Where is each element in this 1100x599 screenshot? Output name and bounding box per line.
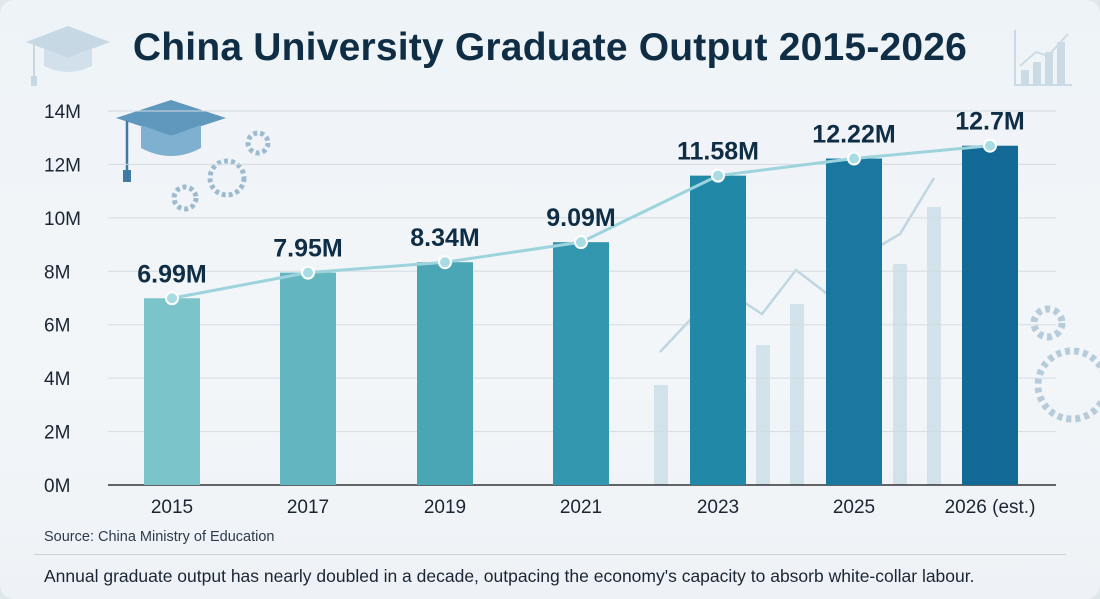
bar (417, 262, 473, 485)
gear-icon (171, 130, 271, 212)
trend-point (711, 168, 725, 183)
bar (826, 158, 882, 485)
chart-title: China University Graduate Output 2015-20… (132, 26, 968, 69)
graduation-cap-icon (26, 26, 110, 86)
bar (962, 145, 1018, 485)
bar (144, 298, 200, 485)
y-tick-label: 4M (44, 369, 70, 390)
x-tick-label: 2023 (697, 497, 739, 518)
data-label: 12.22M (812, 121, 895, 149)
source-note: Source: China Ministry of Education (44, 529, 275, 545)
growth-chart-icon (1014, 30, 1072, 86)
bar (280, 272, 336, 485)
bar (553, 242, 609, 485)
data-label: 6.99M (137, 260, 206, 288)
data-label: 11.58M (677, 138, 759, 166)
data-label: 7.95M (273, 235, 342, 263)
trend-point (165, 291, 179, 306)
x-tick-label: 2026 (est.) (945, 497, 1036, 518)
trend-point (301, 265, 315, 280)
divider (34, 554, 1066, 555)
x-tick-label: 2021 (560, 497, 602, 518)
trend-point (438, 255, 452, 270)
background-trend-bars (654, 177, 941, 485)
y-tick-label: 10M (44, 209, 81, 230)
data-label: 8.34M (410, 224, 479, 252)
x-tick-label: 2015 (151, 497, 193, 518)
footnote: Annual graduate output has nearly double… (44, 566, 975, 586)
x-tick-label: 2017 (287, 497, 329, 518)
bar (690, 175, 746, 486)
y-tick-label: 0M (44, 476, 70, 497)
y-tick-label: 6M (44, 316, 70, 337)
data-label: 9.09M (546, 204, 615, 232)
gear-icon (1030, 305, 1100, 423)
y-tick-label: 14M (44, 102, 81, 123)
y-tick-label: 8M (44, 262, 70, 283)
trend-point (847, 151, 861, 166)
x-tick-label: 2025 (833, 497, 875, 518)
data-label: 12.7M (955, 108, 1024, 136)
trend-point (574, 235, 588, 250)
y-tick-label: 2M (44, 423, 70, 444)
trend-point (983, 138, 997, 153)
y-tick-label: 12M (44, 155, 81, 176)
graduation-cap-icon (116, 100, 226, 182)
x-tick-label: 2019 (424, 497, 466, 518)
